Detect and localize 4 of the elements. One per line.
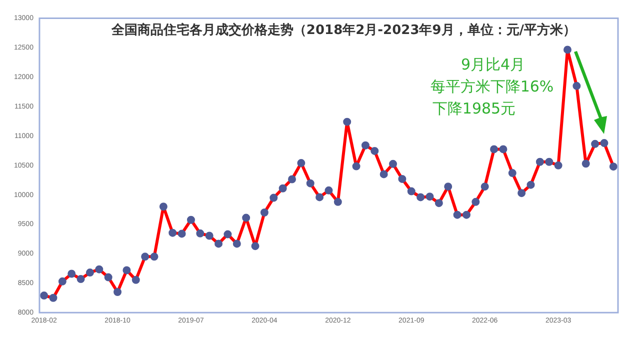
annotation: 每平方米下降16% — [430, 78, 554, 96]
annotation: 9月比4月 — [460, 56, 526, 74]
chart-title: 全国商品住宅各月成交价格走势（2018年2月-2023年9月，单位：元/平方米） — [110, 22, 576, 38]
annotation: 下降1985元 — [432, 100, 516, 118]
